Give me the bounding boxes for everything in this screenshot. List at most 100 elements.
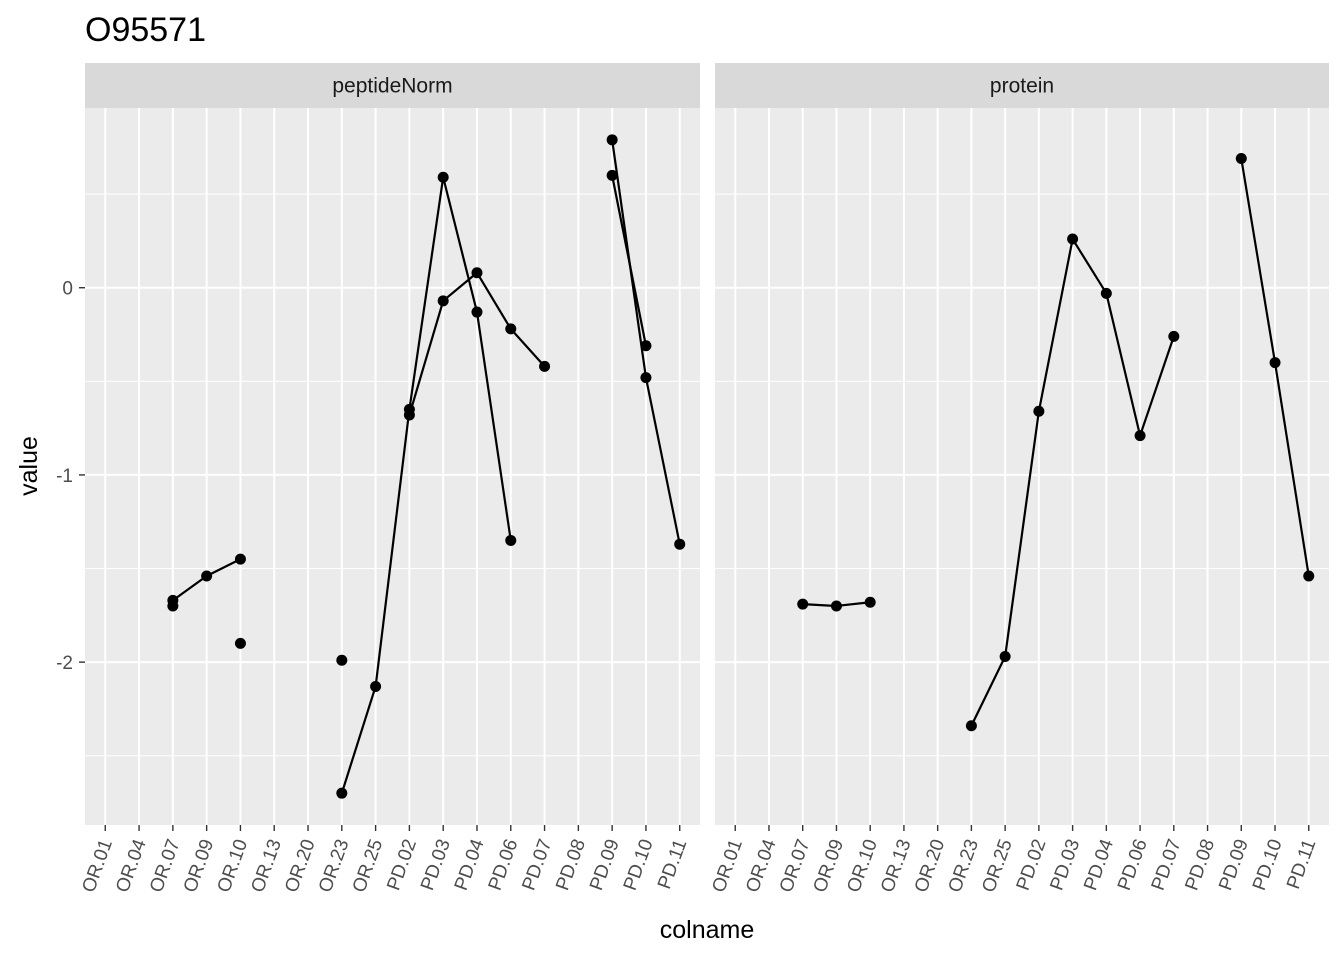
y-axis-label: value bbox=[15, 436, 43, 496]
data-point bbox=[505, 534, 517, 546]
x-tick-label: PD.03 bbox=[1047, 837, 1085, 894]
facet-strip-label: protein bbox=[990, 75, 1054, 98]
x-tick-label: PD.04 bbox=[451, 836, 489, 893]
x-tick-label: PD.09 bbox=[586, 837, 624, 894]
x-tick-label: PD.08 bbox=[552, 837, 590, 894]
x-tick-label: OR.01 bbox=[78, 837, 117, 896]
x-tick-label: OR.13 bbox=[877, 837, 916, 896]
x-tick-label: OR.07 bbox=[146, 837, 185, 896]
series-line-segment bbox=[475, 311, 512, 541]
series-line-segment bbox=[408, 177, 445, 410]
y-tick-label: -1 bbox=[56, 466, 73, 487]
series-line-segment bbox=[644, 377, 681, 545]
data-point bbox=[830, 600, 842, 612]
x-tick-label: OR.23 bbox=[945, 837, 984, 896]
data-point bbox=[336, 654, 348, 666]
series-line-segment bbox=[1139, 336, 1175, 436]
x-tick-label: PD.10 bbox=[620, 837, 658, 894]
x-tick-label: OR.13 bbox=[247, 837, 286, 896]
data-point bbox=[539, 360, 551, 372]
data-point bbox=[1134, 430, 1146, 442]
y-tick-label: -2 bbox=[56, 653, 73, 674]
data-point bbox=[1067, 233, 1079, 245]
facet-strip bbox=[85, 63, 700, 108]
data-point bbox=[606, 134, 618, 146]
data-point bbox=[1168, 330, 1180, 342]
series-1 bbox=[167, 134, 686, 799]
x-tick-label: OR.23 bbox=[315, 837, 354, 896]
series-line-segment bbox=[172, 575, 208, 602]
data-point bbox=[640, 372, 652, 384]
data-point bbox=[234, 553, 246, 565]
series-1 bbox=[797, 153, 1315, 732]
x-tick-label: OR.07 bbox=[776, 837, 815, 896]
facet-panel-protein: proteinOR.01OR.04OR.07OR.09OR.10OR.13OR.… bbox=[708, 63, 1329, 895]
series-line-segment bbox=[1105, 293, 1142, 436]
x-tick-label: OR.10 bbox=[843, 837, 882, 896]
data-point bbox=[201, 570, 213, 582]
series-line-segment bbox=[476, 272, 512, 330]
x-tick-label: OR.04 bbox=[742, 836, 781, 895]
x-tick-label: PD.06 bbox=[1114, 837, 1152, 894]
data-point bbox=[965, 720, 977, 732]
y-tick-label: 0 bbox=[62, 279, 73, 300]
series-line-segment bbox=[408, 300, 445, 416]
panel-background bbox=[715, 108, 1329, 825]
data-point bbox=[1303, 570, 1315, 582]
data-point bbox=[674, 538, 686, 550]
data-point bbox=[1269, 357, 1281, 369]
data-point bbox=[1235, 153, 1247, 165]
series-line-segment bbox=[340, 686, 377, 794]
data-point bbox=[1100, 287, 1112, 299]
series-line-segment bbox=[802, 602, 837, 608]
data-point bbox=[370, 680, 382, 692]
series-line-segment bbox=[1004, 411, 1040, 657]
data-point bbox=[437, 171, 449, 183]
facet-strip-label: peptideNorm bbox=[332, 75, 452, 98]
data-point bbox=[505, 323, 517, 335]
series-line-segment bbox=[836, 601, 871, 608]
series-line-segment bbox=[1071, 238, 1108, 294]
panels: 0-1-2peptideNormOR.01OR.04OR.07OR.09OR.1… bbox=[56, 63, 1329, 895]
x-tick-label: PD.06 bbox=[485, 837, 523, 894]
series-line-segment bbox=[374, 409, 411, 687]
series-line-segment bbox=[442, 176, 479, 313]
data-point bbox=[797, 598, 809, 610]
data-point bbox=[864, 596, 876, 608]
panel-background bbox=[85, 108, 700, 825]
data-point bbox=[606, 169, 618, 181]
x-tick-label: OR.20 bbox=[281, 837, 320, 896]
x-tick-label: PD.03 bbox=[417, 837, 455, 894]
series-line-segment bbox=[970, 656, 1007, 727]
data-point bbox=[640, 340, 652, 352]
x-tick-label: PD.09 bbox=[1215, 837, 1253, 894]
facet-panel-peptideNorm: peptideNorm OR.01OR.04OR.07OR.09OR.10OR.1… bbox=[78, 63, 700, 895]
x-tick-label: PD.07 bbox=[1148, 837, 1186, 894]
data-point bbox=[403, 409, 415, 421]
series-line-segment bbox=[611, 175, 648, 346]
x-axis-label: colname bbox=[660, 916, 755, 944]
data-point bbox=[336, 787, 348, 799]
x-tick-label: PD.11 bbox=[654, 837, 691, 892]
x-tick-label: OR.25 bbox=[349, 837, 388, 896]
x-tick-label: PD.11 bbox=[1283, 837, 1320, 892]
series-line-segment bbox=[1240, 158, 1277, 363]
series-line-segment bbox=[206, 558, 241, 578]
series-line-segment bbox=[1037, 238, 1074, 412]
data-point bbox=[1033, 405, 1045, 417]
x-tick-label: OR.04 bbox=[112, 836, 151, 895]
x-tick-label: PD.07 bbox=[518, 837, 556, 894]
data-point bbox=[437, 295, 449, 307]
x-tick-label: OR.10 bbox=[214, 837, 253, 896]
series-line-segment bbox=[1273, 362, 1310, 577]
x-tick-label: OR.01 bbox=[708, 837, 747, 896]
data-point bbox=[471, 267, 483, 279]
x-tick-label: PD.04 bbox=[1080, 836, 1118, 893]
x-tick-label: OR.09 bbox=[180, 837, 219, 896]
series-2 bbox=[167, 169, 652, 666]
x-tick-label: PD.02 bbox=[1013, 837, 1051, 894]
series-line-segment bbox=[509, 328, 546, 368]
x-tick-label: OR.25 bbox=[978, 837, 1017, 896]
x-tick-label: OR.20 bbox=[911, 837, 950, 896]
